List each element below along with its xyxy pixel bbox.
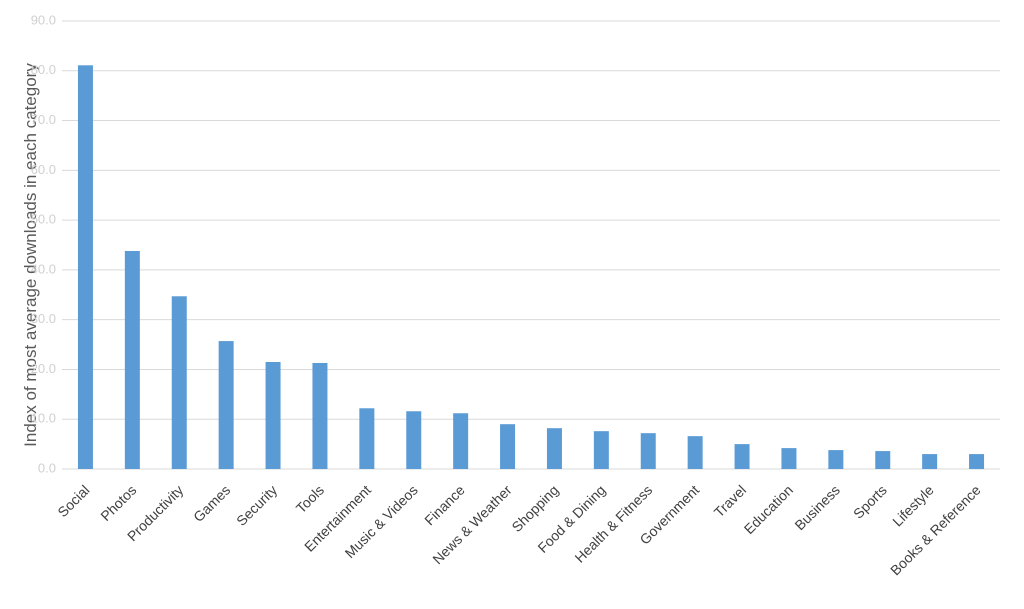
bar: [828, 450, 844, 469]
bar: [781, 448, 797, 469]
bar: [500, 424, 516, 469]
x-tick-label: Games: [190, 482, 233, 525]
y-tick-label: 10.0: [31, 411, 56, 426]
y-axis-label: Index of most average downloads in each …: [21, 63, 40, 447]
bar: [124, 250, 140, 469]
bar: [969, 454, 985, 469]
x-tick-label: Finance: [421, 482, 468, 529]
bar: [312, 362, 328, 469]
bar: [406, 411, 422, 469]
x-tick-label: Tools: [293, 482, 327, 516]
bar: [546, 428, 562, 469]
bar: [453, 413, 469, 469]
y-tick-label: 30.0: [31, 311, 56, 326]
x-tick-label: Social: [54, 482, 92, 520]
x-tick-label: Security: [233, 482, 280, 529]
x-tick-label: Books & Reference: [887, 482, 984, 579]
x-tick-label: News & Weather: [429, 482, 515, 568]
x-tick-label: Education: [741, 482, 796, 537]
y-tick-label: 90.0: [31, 12, 56, 27]
bar: [687, 436, 703, 469]
bar: [640, 433, 656, 469]
bar: [265, 361, 281, 469]
bar: [77, 65, 93, 470]
bar: [593, 431, 609, 469]
y-tick-label: 70.0: [31, 112, 56, 127]
x-tick-label: Sports: [850, 482, 890, 522]
y-tick-label: 50.0: [31, 212, 56, 227]
y-tick-label: 40.0: [31, 261, 56, 276]
x-tick-label: Travel: [711, 482, 749, 520]
x-tick-label: Lifestyle: [889, 482, 937, 530]
x-tick-label: Photos: [97, 482, 139, 524]
y-tick-label: 0.0: [38, 460, 56, 475]
bar: [922, 454, 938, 469]
y-tick-label: 60.0: [31, 162, 56, 177]
bar: [171, 296, 187, 469]
y-tick-label: 80.0: [31, 62, 56, 77]
bar: [218, 341, 234, 469]
x-tick-label: Business: [791, 482, 842, 533]
y-tick-label: 20.0: [31, 361, 56, 376]
bar: [734, 444, 750, 469]
bar: [359, 408, 375, 469]
bar: [875, 451, 891, 469]
